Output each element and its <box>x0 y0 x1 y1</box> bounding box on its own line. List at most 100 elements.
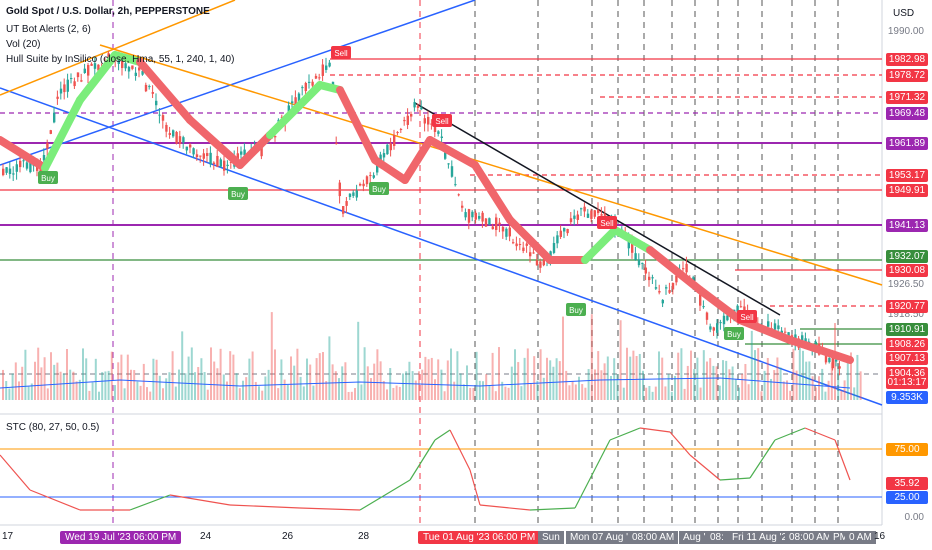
candle-body <box>437 131 440 134</box>
volume-bar <box>152 358 155 400</box>
candle-body <box>90 63 93 66</box>
volume-bar <box>552 366 555 400</box>
volume-bar <box>178 369 180 400</box>
volume-bar <box>59 371 62 400</box>
candle-body <box>559 230 562 237</box>
volume-bar <box>549 360 552 400</box>
candle-body <box>12 173 15 175</box>
signal-sell-badge <box>597 216 617 229</box>
candle-body <box>328 62 331 67</box>
indicator-volume[interactable]: Vol (20) <box>6 39 41 50</box>
volume-bar <box>456 351 459 400</box>
candle-body <box>671 282 675 290</box>
stc-line-segment <box>449 429 471 471</box>
hull-ribbon-segment <box>236 131 274 169</box>
volume-bar <box>728 369 731 400</box>
candle-body <box>168 133 171 135</box>
volume-bar <box>824 391 827 400</box>
time-label: Tue 01 Aug '23 06:00 PM <box>418 531 541 544</box>
volume-bar <box>229 351 232 400</box>
hull-ribbon-segment <box>426 136 479 169</box>
signal-buy-badge <box>369 182 389 195</box>
indicator-ut-bot[interactable]: UT Bot Alerts (2, 6) <box>6 24 91 35</box>
volume-bar <box>667 374 670 400</box>
volume-bar <box>242 380 244 400</box>
volume-bar <box>104 371 107 400</box>
volume-bar <box>632 350 635 400</box>
candle-body <box>661 299 664 304</box>
volume-bar <box>555 358 558 400</box>
price-label: 1920.77 <box>886 300 928 313</box>
candle-body <box>450 166 454 177</box>
volume-bar <box>683 388 686 400</box>
volume-bar <box>520 386 523 400</box>
volume-bar <box>382 380 385 400</box>
volume-bar <box>846 358 849 400</box>
stc-line-segment <box>689 454 721 481</box>
volume-bar <box>539 349 542 400</box>
volume-bar <box>715 366 718 400</box>
price-label: 1907.13 <box>886 352 928 365</box>
signal-buy-label: Buy <box>569 306 583 315</box>
candle-body <box>73 81 76 87</box>
volume-bar <box>411 371 414 400</box>
stc-line-segment <box>609 427 641 441</box>
stc-tick: 0.00 <box>904 512 924 523</box>
volume-bar <box>261 390 264 400</box>
volume-bar <box>110 351 113 400</box>
candle-body <box>590 210 593 219</box>
candle-body <box>243 149 246 156</box>
hull-ribbon-segment <box>266 81 324 139</box>
candle-body <box>63 84 66 93</box>
candle-body <box>566 228 569 234</box>
volume-bar <box>629 356 632 400</box>
candle-body <box>549 251 552 259</box>
candle-body <box>311 81 314 86</box>
hull-ribbon-segment <box>0 136 49 172</box>
volume-bar <box>226 381 228 400</box>
volume-bar <box>136 381 139 400</box>
candle-body <box>583 206 586 212</box>
price-label: 01:13:17 <box>886 376 928 389</box>
volume-bar <box>619 320 622 400</box>
candle-body <box>552 242 556 253</box>
stc-line-segment <box>129 494 171 511</box>
volume-bar <box>638 353 641 400</box>
price-label: 1971.32 <box>886 91 928 104</box>
candle-body <box>478 216 481 219</box>
currency-label[interactable]: USD <box>893 8 915 19</box>
candle-body <box>236 153 239 162</box>
volume-bar <box>280 359 283 400</box>
volume-bar <box>837 363 840 400</box>
volume-bar <box>296 348 299 400</box>
candle-body <box>518 244 522 246</box>
candle-body <box>131 65 134 69</box>
candle-body <box>542 259 545 266</box>
candle-body <box>814 341 817 344</box>
candle-body <box>403 119 406 122</box>
candle-body <box>335 143 338 145</box>
volume-bar <box>811 376 814 400</box>
stc-line-segment <box>469 469 481 506</box>
stc-label: 75.00 <box>886 443 928 456</box>
volume-bar <box>306 358 308 400</box>
hull-ribbon-segment <box>471 161 514 224</box>
volume-bar <box>494 391 497 400</box>
indicator-hull-suite[interactable]: Hull Suite by InSilico (close, Hma, 55, … <box>6 54 235 65</box>
candle-body <box>46 143 49 149</box>
price-label: 1982.98 <box>886 53 928 66</box>
volume-bar <box>258 386 260 400</box>
time-label: 08: <box>706 531 728 544</box>
indicator-stc[interactable]: STC (80, 27, 50, 0.5) <box>6 422 100 433</box>
candle-body <box>603 213 607 216</box>
volume-bar <box>725 360 728 400</box>
price-label: 1953.17 <box>886 169 928 182</box>
candle-body <box>726 315 729 321</box>
time-label: 08:00 AM <box>785 531 836 544</box>
volume-bar <box>786 380 788 400</box>
volume-bar <box>245 377 248 400</box>
volume-bar <box>69 369 72 400</box>
signal-sell-badge <box>432 114 452 127</box>
